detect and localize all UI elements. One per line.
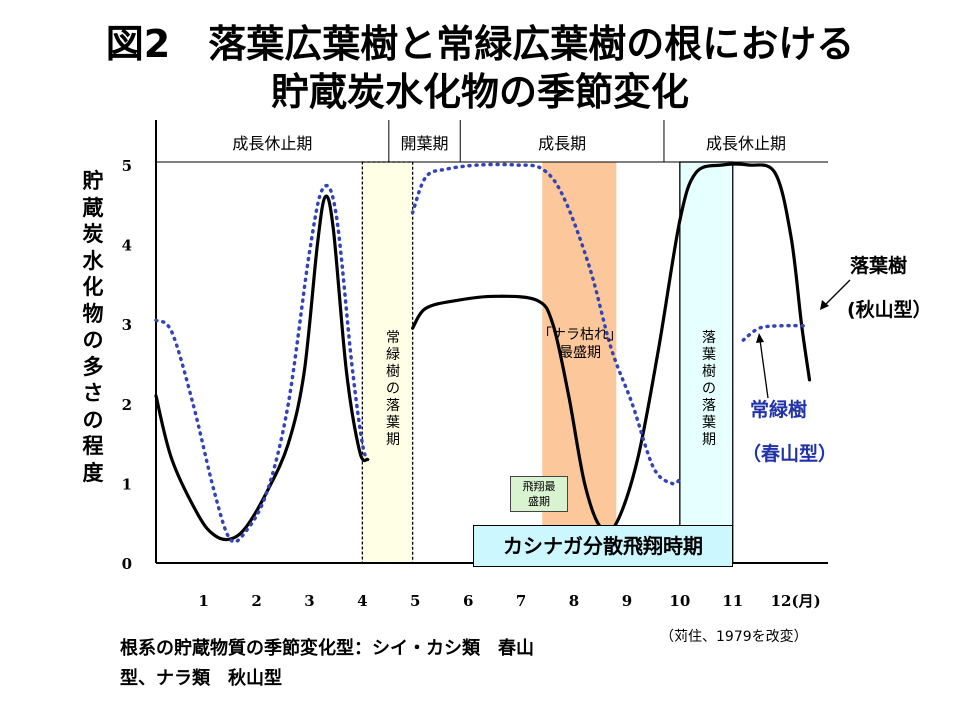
y-tick-label: 5 xyxy=(122,157,132,175)
x-tick-label: 8 xyxy=(569,592,579,610)
deciduous-series-name: 落葉樹 xyxy=(850,255,908,277)
chart-title-line-1: 図2 落葉広葉樹と常緑広葉樹の根における xyxy=(105,22,855,66)
deciduous-series-type: (秋山型） xyxy=(847,299,932,321)
evergreen-label-arrow xyxy=(759,339,769,399)
phase-label: 成長休止期 xyxy=(232,134,312,153)
nara-kare-line-1: 「ナラ枯れ」 xyxy=(538,327,622,343)
chart-title-line-2: 貯蔵炭水化物の季節変化 xyxy=(270,70,689,114)
x-tick-label: 1 xyxy=(198,592,208,610)
ticks-layer: 0 1 2 3 4 5 1 2 3 4 5 6 7 8 9 10 11 12(月) xyxy=(122,157,821,610)
arrows-layer xyxy=(756,279,851,399)
footnote: 根系の貯蔵物質の季節変化型：シイ・カシ類 春山 型、ナラ類 秋山型 xyxy=(120,634,640,694)
chart-title: 図2 落葉広葉樹と常緑広葉樹の根における 貯蔵炭水化物の季節変化 xyxy=(0,20,960,116)
x-tick-label: 4 xyxy=(357,592,367,610)
phase-label: 開葉期 xyxy=(401,134,449,153)
x-tick-label: 3 xyxy=(304,592,314,610)
deciduous-arrowhead xyxy=(820,300,829,310)
dispersal-period-box: カシナガ分散飛翔時期 xyxy=(473,525,733,567)
footnote-line-2: 型、ナラ類 秋山型 xyxy=(120,668,282,689)
y-axis-label: 貯蔵炭水化物の多さの程度 xyxy=(82,169,104,485)
citation: （苅住、1979を改変） xyxy=(660,629,808,645)
phase-label: 成長期 xyxy=(538,134,586,153)
deciduous-label-arrow xyxy=(821,279,851,309)
y-tick-label: 4 xyxy=(122,237,132,255)
evergreen-arrowhead xyxy=(756,333,764,343)
axes-layer: 成長休止期 開葉期 成長期 成長休止期 xyxy=(155,120,828,564)
evergreen-series-type: （春山型） xyxy=(742,443,838,465)
x-tick-label: 2 xyxy=(251,592,261,610)
nara-kare-line-2: 最盛期 xyxy=(559,345,601,361)
y-tick-label: 1 xyxy=(122,475,132,493)
evergreen-leaf-fall-label: 常緑樹の落葉期 xyxy=(386,330,400,448)
x-tick-label: 7 xyxy=(516,592,526,610)
x-tick-label: 5 xyxy=(410,592,420,610)
nara-kare-label: 「ナラ枯れ」 最盛期 xyxy=(530,326,630,362)
y-tick-label: 0 xyxy=(122,555,132,573)
evergreen-series-name: 常緑樹 xyxy=(750,399,808,421)
x-tick-label: 6 xyxy=(463,592,473,610)
phase-label: 成長休止期 xyxy=(706,134,786,153)
evergreen-series-line xyxy=(741,323,809,342)
series-layer xyxy=(154,162,812,544)
deciduous-leaf-fall-label: 落葉樹の落葉期 xyxy=(702,330,716,448)
deciduous-series-line xyxy=(411,162,812,534)
flight-peak-box: 飛翔最 盛期 xyxy=(510,476,568,512)
evergreen-series-line xyxy=(154,183,370,544)
evergreen-series-line xyxy=(410,162,682,486)
flight-peak-line-2: 盛期 xyxy=(528,495,550,508)
x-tick-label: 9 xyxy=(622,592,632,610)
deciduous-series-line xyxy=(154,194,370,542)
x-tick-label: 10 xyxy=(669,592,690,610)
y-tick-label: 3 xyxy=(122,316,132,334)
y-tick-label: 2 xyxy=(122,396,132,414)
x-tick-label: 12(月) xyxy=(771,592,821,610)
x-tick-label: 11 xyxy=(722,592,743,610)
footnote-line-1: 根系の貯蔵物質の季節変化型：シイ・カシ類 春山 xyxy=(120,638,534,659)
flight-peak-line-1: 飛翔最 xyxy=(522,480,556,493)
